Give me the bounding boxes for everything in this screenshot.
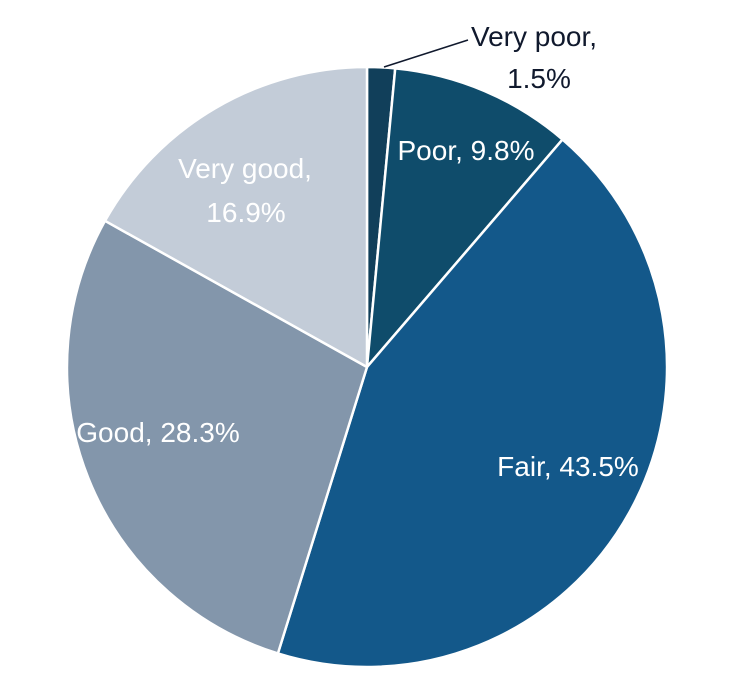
- svg-text:Fair, 43.5%: Fair, 43.5%: [497, 451, 639, 482]
- svg-text:1.5%: 1.5%: [507, 63, 571, 94]
- svg-text:Very poor,: Very poor,: [471, 21, 597, 52]
- svg-text:Good, 28.3%: Good, 28.3%: [76, 417, 239, 448]
- svg-text:Poor, 9.8%: Poor, 9.8%: [398, 135, 535, 166]
- svg-text:Very good,: Very good,: [178, 153, 312, 184]
- svg-text:16.9%: 16.9%: [206, 197, 285, 228]
